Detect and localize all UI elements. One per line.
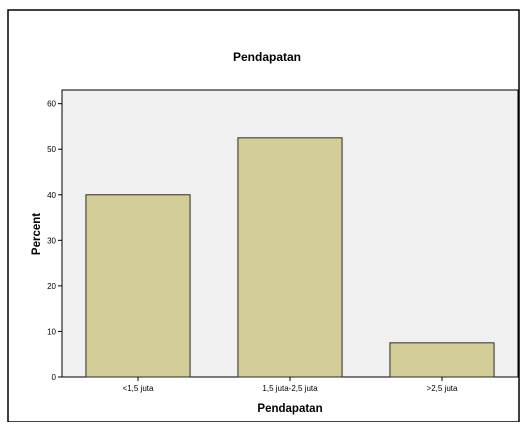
chart-title: Pendapatan [233,50,301,64]
bar [85,194,191,378]
y-tick-label: 0 [52,373,57,382]
bar [237,137,343,378]
y-tick-label: 60 [47,100,56,109]
x-tick-label: 1,5 juta-2,5 juta [262,384,318,393]
y-tick-label: 30 [47,236,56,245]
y-tick-label: 40 [47,191,56,200]
x-tick-label: >2,5 juta [427,384,458,393]
y-axis-label: Percent [31,213,43,255]
bars-group [85,137,495,378]
x-tick-label: <1,5 juta [123,384,154,393]
y-tick-label: 10 [47,327,56,336]
y-ticks-group: 0 10 20 30 40 50 60 [47,100,62,382]
y-tick-label: 20 [47,282,56,291]
x-axis-label: Pendapatan [257,403,322,415]
y-tick-label: 50 [47,145,56,154]
x-ticks-group: <1,5 juta 1,5 juta-2,5 juta >2,5 juta [123,377,458,393]
bar [389,342,495,378]
